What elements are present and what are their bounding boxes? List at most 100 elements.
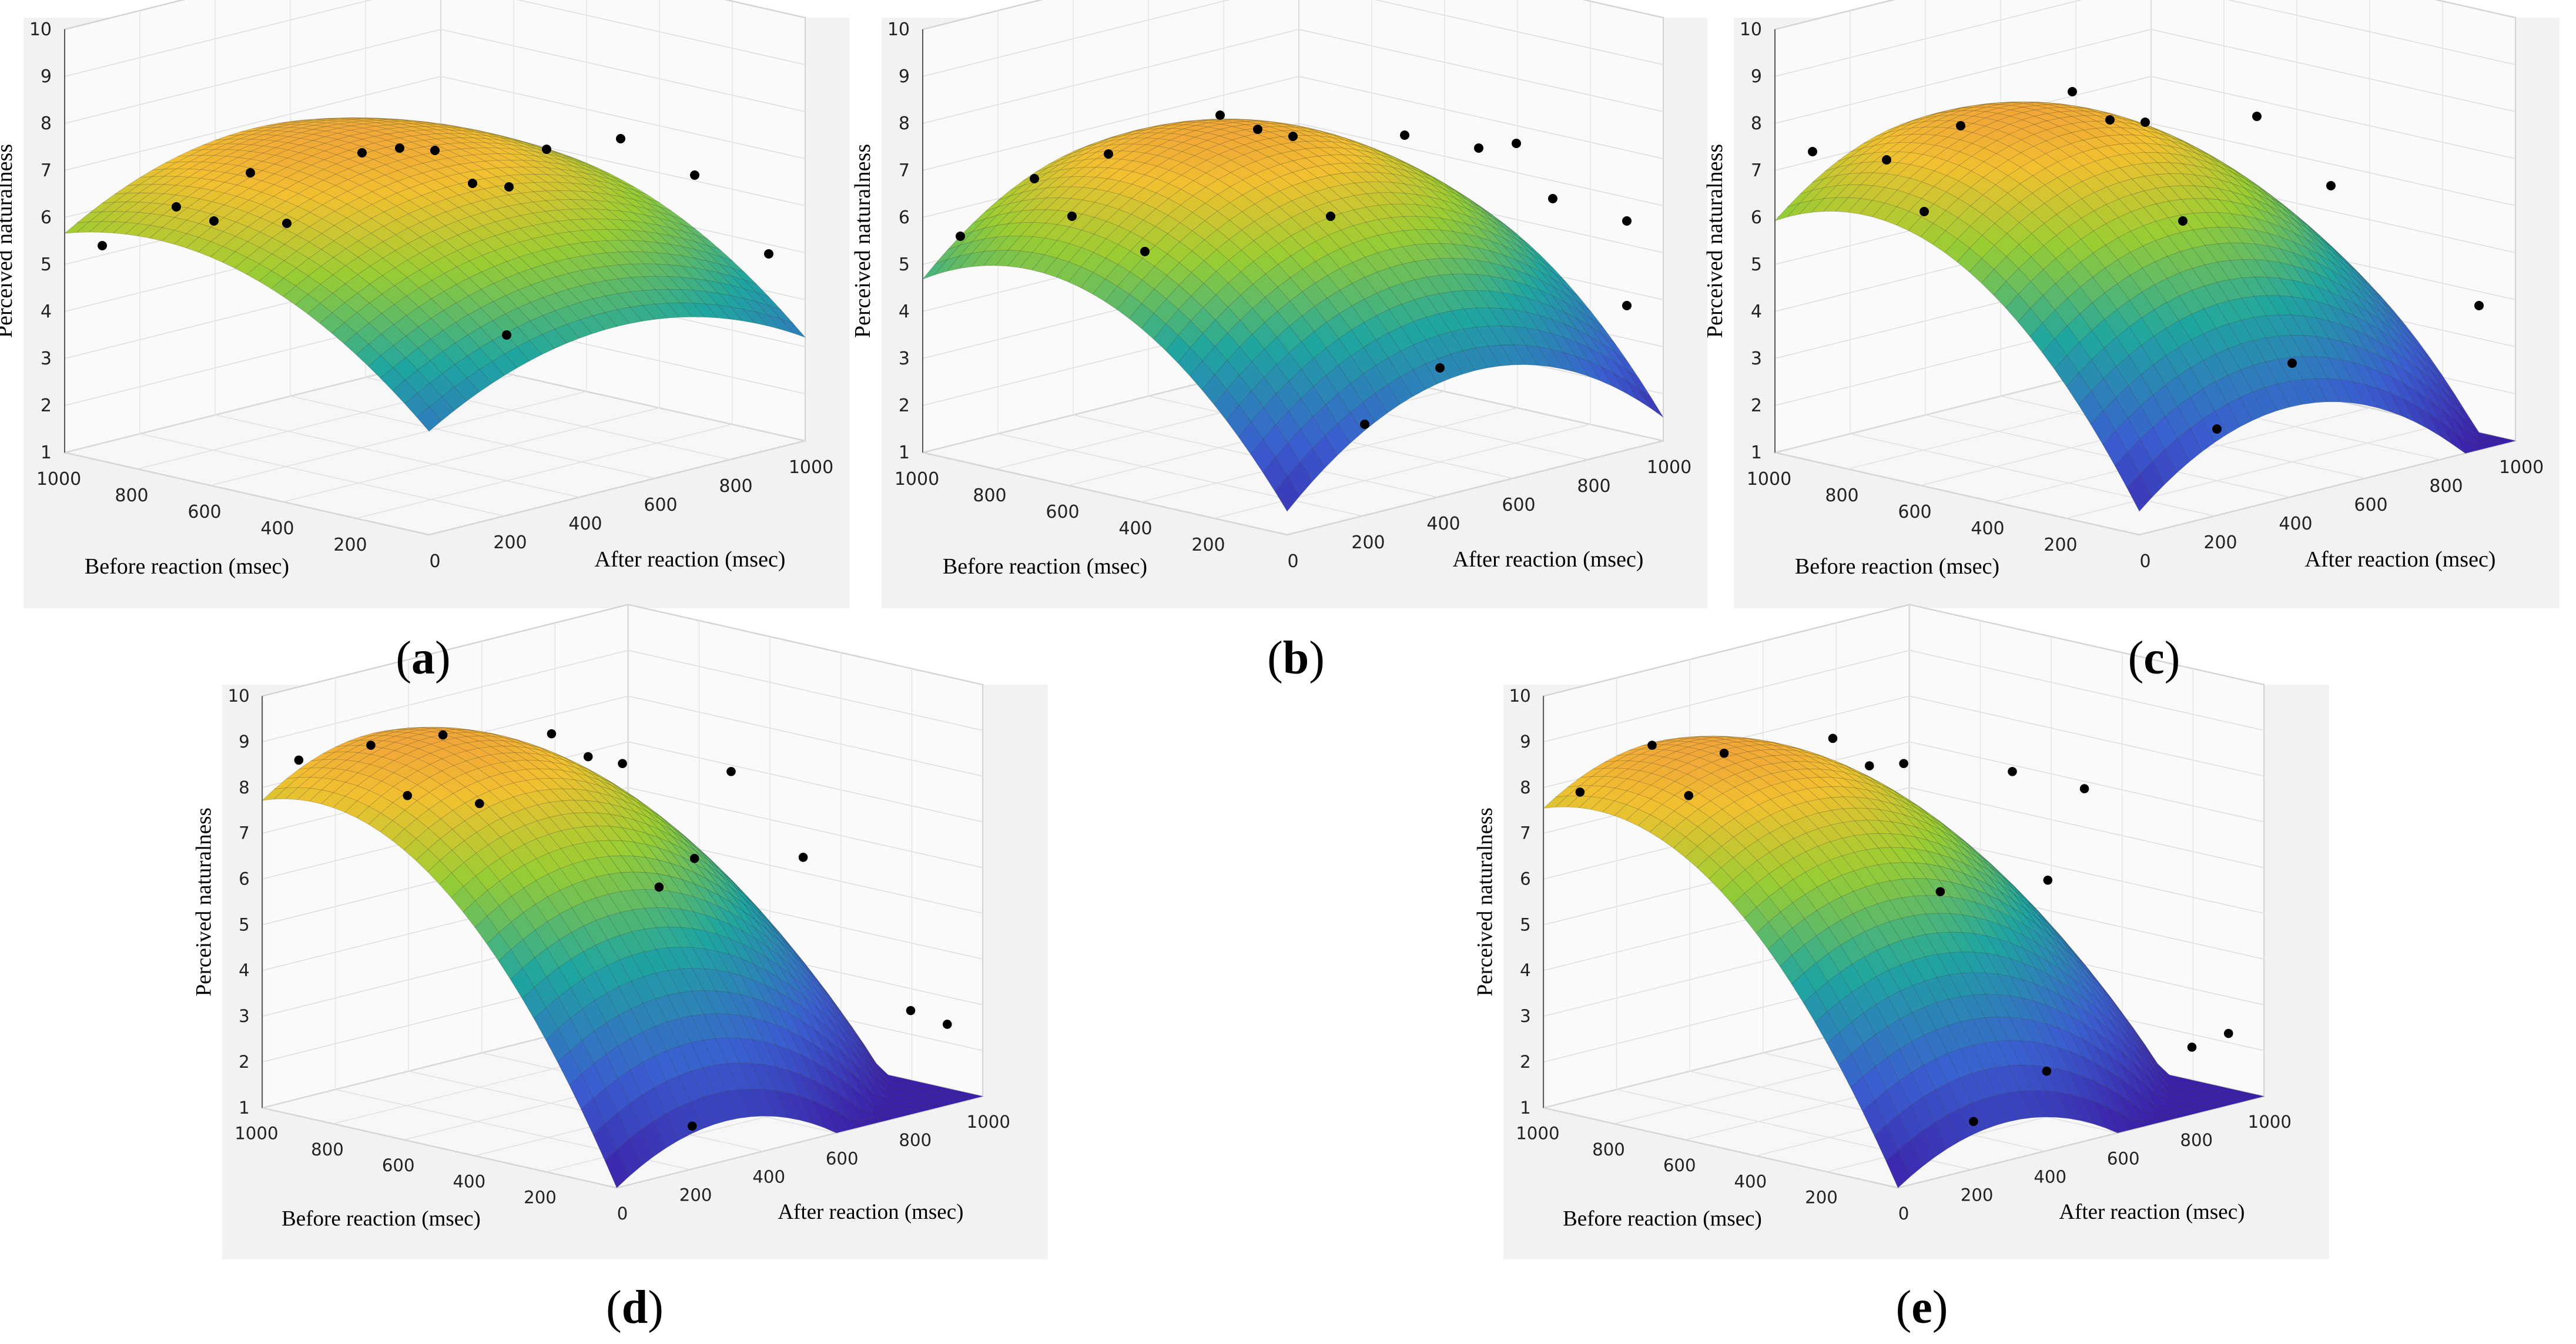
- z-tick-label: 5: [1751, 254, 1762, 275]
- after-tick-label: 1000: [967, 1112, 1010, 1132]
- before-tick-label: 400: [1734, 1171, 1767, 1191]
- caption-b: (b): [1267, 632, 1325, 684]
- after-tick-label: 1000: [1647, 457, 1691, 478]
- after-axis-label: After reaction (msec): [778, 1199, 963, 1224]
- z-tick-label: 9: [899, 66, 910, 87]
- surface: [261, 726, 983, 1188]
- after-tick-label: 200: [679, 1185, 712, 1205]
- data-point: [2223, 1028, 2233, 1038]
- after-tick-label: 800: [899, 1130, 932, 1150]
- z-tick-label: 8: [1520, 777, 1531, 797]
- data-point: [1828, 733, 1838, 743]
- after-tick-label: 600: [2107, 1148, 2140, 1168]
- before-tick-label: 800: [311, 1139, 344, 1159]
- z-axis-label: Perceived naturalness: [0, 144, 17, 338]
- before-tick-label: 1000: [1747, 469, 1791, 490]
- data-point: [209, 216, 219, 226]
- data-point: [583, 752, 593, 762]
- z-tick-label: 6: [1751, 207, 1762, 228]
- chart-c: 1 2 3 4 5 6 7 8 9 10 1000 800 600 400 200 0 200 400 600 800…: [1703, 0, 2544, 579]
- z-ticks: 1 2 3 4 5 6 7 8 9 10 1000 800 600 400 200 0 200 400 600 800…: [1509, 686, 2292, 1224]
- z-ticks: 1 2 3 4 5 6 7 8 9 10 1000 800 600 400 200 0 200 400 600 800…: [887, 19, 1691, 572]
- data-point: [2178, 216, 2188, 226]
- before-tick-label: 1000: [235, 1124, 278, 1144]
- data-point: [1935, 887, 1945, 897]
- z-tick-label: 1: [1751, 443, 1762, 463]
- data-point: [1719, 748, 1729, 758]
- after-tick-label: 200: [2203, 532, 2237, 553]
- after-tick-label: 800: [2180, 1130, 2213, 1150]
- data-point: [2212, 424, 2222, 434]
- before-axis-label: Before reaction (msec): [85, 554, 289, 579]
- z-tick-label: 5: [899, 254, 910, 275]
- data-point: [282, 219, 292, 228]
- before-tick-label: 800: [1592, 1139, 1625, 1159]
- after-tick-label: 0: [1287, 551, 1298, 572]
- z-tick-label: 10: [1740, 19, 1762, 40]
- data-point: [542, 145, 551, 154]
- data-point: [1512, 139, 1521, 148]
- after-tick-label: 200: [493, 532, 527, 553]
- data-point: [395, 143, 404, 153]
- before-tick-label: 1000: [36, 469, 81, 490]
- data-point: [1622, 216, 1632, 226]
- data-point: [1288, 132, 1298, 141]
- data-point: [1548, 194, 1557, 203]
- data-point: [2008, 767, 2017, 776]
- z-tick-label: 7: [41, 160, 52, 181]
- z-axis-label: Perceived naturalness: [850, 144, 875, 338]
- data-point: [547, 729, 557, 739]
- after-tick-label: 400: [568, 514, 602, 534]
- z-tick-label: 7: [239, 823, 250, 843]
- z-axis-label: Perceived naturalness: [1703, 144, 1727, 338]
- before-tick-label: 1000: [895, 469, 939, 490]
- after-tick-label: 400: [2279, 514, 2312, 534]
- data-point: [726, 767, 736, 776]
- z-tick-label: 1: [41, 443, 52, 463]
- data-point: [618, 759, 627, 769]
- after-tick-label: 600: [1502, 495, 1535, 515]
- before-axis-label: Before reaction (msec): [943, 554, 1147, 579]
- data-point: [2105, 115, 2115, 125]
- after-tick-label: 400: [1426, 514, 1460, 534]
- z-tick-label: 10: [1509, 686, 1531, 706]
- after-tick-label: 0: [429, 551, 440, 572]
- before-tick-label: 600: [382, 1155, 415, 1175]
- data-point: [2326, 181, 2336, 190]
- data-point: [2140, 118, 2150, 127]
- before-tick-label: 200: [1191, 535, 1225, 555]
- before-tick-label: 600: [187, 502, 221, 522]
- after-tick-label: 0: [1898, 1204, 1910, 1224]
- z-tick-label: 5: [239, 914, 250, 934]
- z-tick-label: 2: [899, 396, 910, 416]
- z-tick-label: 6: [1520, 869, 1531, 889]
- z-tick-label: 7: [1751, 160, 1762, 181]
- data-point: [504, 182, 514, 192]
- data-points: [98, 134, 773, 340]
- z-tick-label: 9: [41, 66, 52, 87]
- data-point: [2068, 87, 2077, 96]
- data-point: [294, 755, 304, 765]
- z-tick-label: 7: [1520, 823, 1531, 843]
- before-tick-label: 400: [1971, 518, 2004, 539]
- z-tick-label: 8: [239, 777, 250, 797]
- after-tick-label: 400: [2034, 1167, 2066, 1187]
- before-axis-label: Before reaction (msec): [1563, 1206, 1762, 1231]
- before-axis-label: Before reaction (msec): [1795, 554, 1999, 579]
- z-tick-label: 2: [1751, 396, 1762, 416]
- z-tick-label: 8: [899, 113, 910, 134]
- data-point: [1326, 212, 1335, 221]
- data-point: [2042, 1066, 2052, 1076]
- data-point: [2187, 1043, 2197, 1052]
- data-point: [616, 134, 625, 143]
- data-point: [1647, 740, 1657, 750]
- chart-a: 1 2 3 4 5 6 7 8 9 10 1000 800 600 400 200 0 200 400 600 800…: [0, 0, 833, 579]
- z-tick-label: 3: [1520, 1006, 1531, 1026]
- data-point: [1140, 247, 1150, 256]
- z-tick-label: 1: [239, 1098, 250, 1118]
- z-tick-label: 1: [1520, 1098, 1531, 1118]
- surface: [63, 117, 806, 432]
- before-tick-label: 200: [1805, 1188, 1838, 1208]
- z-tick-label: 10: [29, 19, 52, 40]
